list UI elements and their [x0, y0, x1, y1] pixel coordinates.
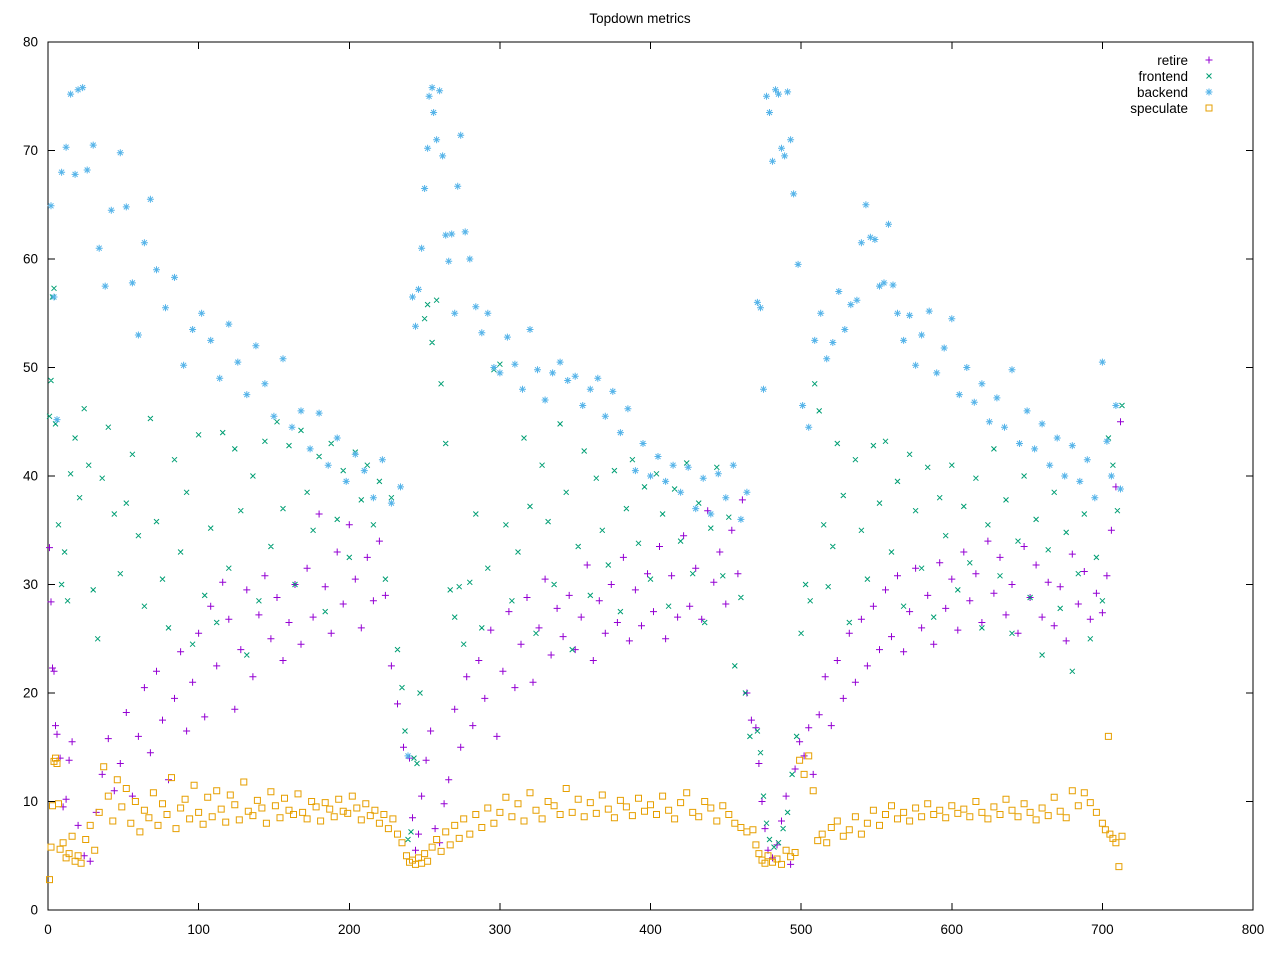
asterisk-marker-icon	[1198, 85, 1220, 99]
series-backend-points	[47, 84, 1124, 760]
y-tick-label: 20	[23, 686, 38, 701]
y-tick-label: 30	[23, 577, 38, 592]
y-tick-label: 60	[23, 252, 38, 267]
chart-title: Topdown metrics	[589, 11, 691, 26]
legend-item-frontend: frontend	[1130, 68, 1220, 84]
x-tick-label: 200	[338, 922, 361, 937]
series-frontend-points	[46, 285, 1125, 850]
legend-item-retire: retire	[1130, 52, 1220, 68]
x-tick-label: 800	[1242, 922, 1265, 937]
axis-ticks	[47, 41, 1254, 911]
x-tick-label: 600	[941, 922, 964, 937]
x-tick-label: 100	[187, 922, 210, 937]
legend-item-speculate: speculate	[1130, 100, 1220, 116]
y-tick-label: 40	[23, 469, 38, 484]
square-marker-icon	[1198, 101, 1220, 115]
x-tick-label: 400	[639, 922, 662, 937]
y-tick-label: 0	[30, 903, 38, 918]
legend-label-retire: retire	[1157, 52, 1188, 68]
legend-label-frontend: frontend	[1138, 68, 1188, 84]
legend-label-backend: backend	[1136, 84, 1188, 100]
x-tick-label: 300	[489, 922, 512, 937]
x-tick-label: 500	[790, 922, 813, 937]
plus-marker-icon	[1198, 53, 1220, 67]
cross-marker-icon	[1198, 69, 1220, 83]
series-retire-points	[46, 418, 1124, 868]
legend-item-backend: backend	[1130, 84, 1220, 100]
y-tick-label: 70	[23, 143, 38, 158]
series-speculate-points	[46, 732, 1126, 884]
y-tick-label: 50	[23, 360, 38, 375]
y-tick-label: 80	[23, 35, 38, 50]
x-tick-label: 700	[1091, 922, 1114, 937]
legend: retire frontend backend speculate	[1130, 52, 1220, 116]
y-tick-label: 10	[23, 794, 38, 809]
legend-label-speculate: speculate	[1130, 100, 1188, 116]
x-tick-label: 0	[44, 922, 52, 937]
